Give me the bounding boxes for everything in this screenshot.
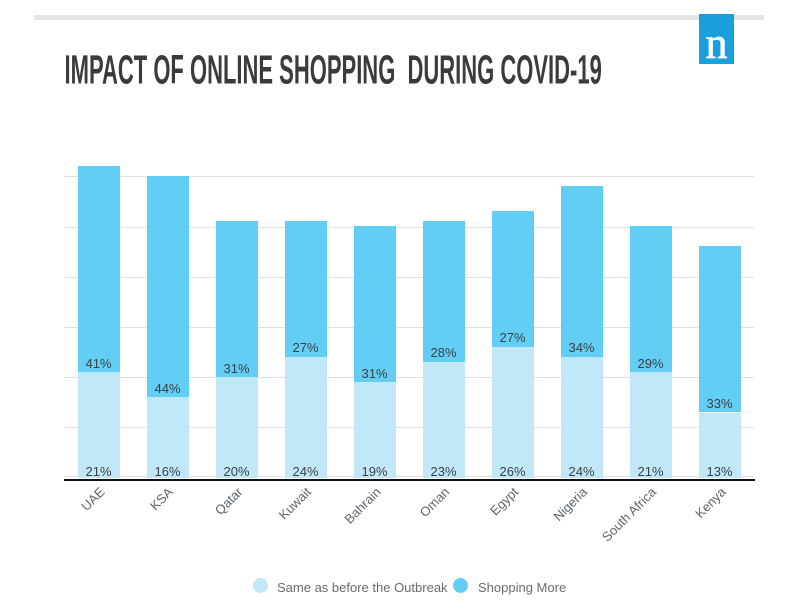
svg-text:IMPACT OF ONLINE SHOPPING DUR: IMPACT OF ONLINE SHOPPING DURING COVID-1… <box>64 46 601 92</box>
